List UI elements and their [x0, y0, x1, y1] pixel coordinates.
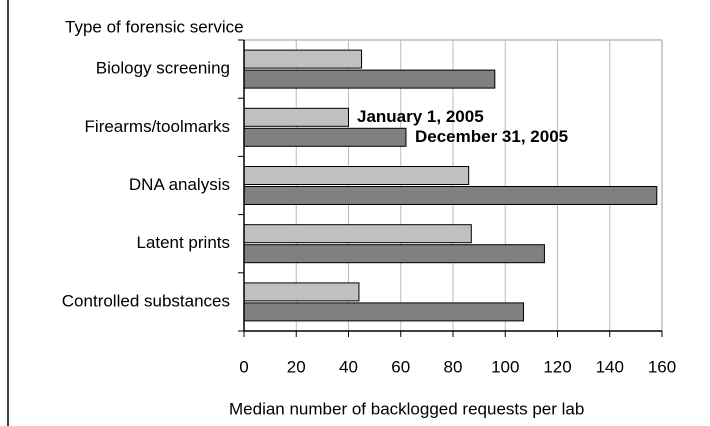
bar	[243, 186, 658, 205]
x-tick-label: 120	[543, 357, 571, 376]
bar	[243, 127, 407, 147]
bar	[243, 166, 470, 185]
bar	[243, 49, 363, 69]
x-tick-label: 140	[596, 357, 624, 376]
x-tick-label: 60	[391, 357, 410, 376]
legend-label: January 1, 2005	[357, 107, 484, 126]
y-axis-label: Type of forensic service	[65, 17, 244, 36]
y-tick-label: Controlled substances	[62, 291, 230, 310]
bar	[243, 302, 525, 322]
x-tick-label: 40	[339, 357, 358, 376]
x-tick-label: 160	[648, 357, 676, 376]
y-tick-label: DNA analysis	[129, 175, 230, 194]
y-tick-label: Firearms/toolmarks	[85, 117, 230, 136]
y-tick-label: Biology screening	[96, 59, 230, 78]
x-axis-label: Median number of backlogged requests per…	[229, 399, 584, 418]
y-tick-label: Latent prints	[136, 233, 230, 252]
x-tick-label: 80	[444, 357, 463, 376]
bar	[243, 224, 472, 244]
x-tick-label: 20	[287, 357, 306, 376]
x-tick-label: 0	[239, 357, 248, 376]
bar	[243, 244, 545, 264]
bar	[243, 69, 496, 89]
legend-label: December 31, 2005	[415, 127, 568, 146]
bar	[243, 282, 360, 302]
x-tick-label: 100	[491, 357, 519, 376]
bar	[243, 107, 349, 127]
